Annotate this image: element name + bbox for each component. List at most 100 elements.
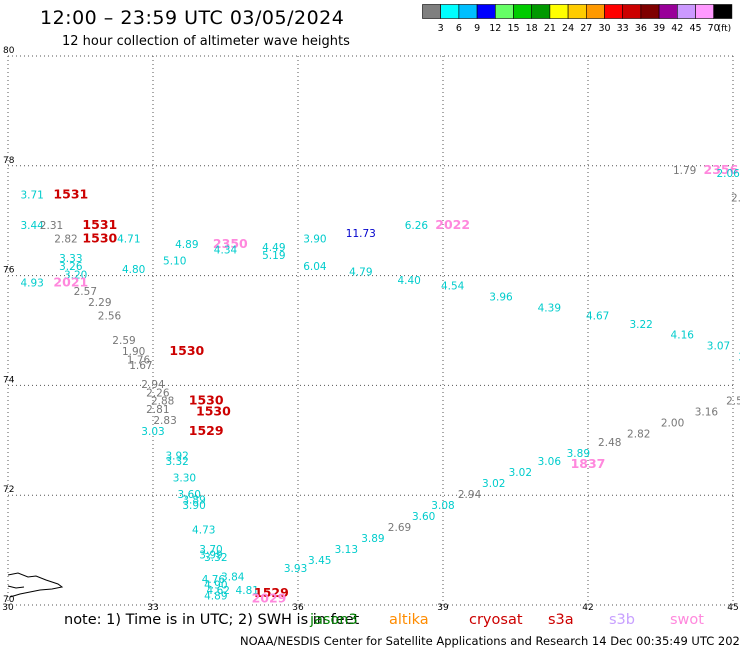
wave-height-label: 3.32 — [165, 456, 188, 468]
wave-height-label: 3.89 — [567, 448, 590, 460]
lat-tick-label: 78 — [3, 156, 15, 166]
note-text: note: 1) Time is in UTC; 2) SWH is in fe… — [64, 612, 360, 628]
lon-tick-label: 39 — [437, 603, 449, 612]
wave-height-label: 3.90 — [182, 500, 205, 512]
lat-tick-label: 76 — [3, 266, 15, 276]
wave-height-label: 4.49 — [262, 242, 285, 254]
wave-height-label: 2.26 — [146, 387, 170, 399]
wave-height-label: 2.82 — [627, 429, 650, 441]
wave-height-label: 3.45 — [308, 555, 331, 567]
wave-height-label: 1531 — [82, 217, 117, 232]
wave-height-label: 2.56 — [98, 311, 122, 323]
wave-height-label: 3.71 — [20, 190, 43, 202]
legend-altika: altika — [389, 612, 429, 628]
lon-tick-label: 30 — [2, 603, 14, 612]
wave-height-label: 3.84 — [221, 571, 245, 583]
colorbar-label: 36 — [635, 23, 647, 34]
colorbar-label: 15 — [507, 23, 519, 34]
wave-height-label: 4.89 — [204, 591, 227, 603]
wave-height-label: 4.67 — [586, 311, 609, 323]
wave-height-label: 5.10 — [163, 256, 186, 268]
wave-height-label: 4.81 — [236, 585, 259, 597]
legend-jason3: jason3 — [310, 612, 358, 628]
wave-height-label: 6.04 — [303, 261, 327, 273]
wave-height-label: 4.62 — [207, 585, 230, 597]
wave-height-label: 2.06 — [716, 168, 740, 180]
wave-height-label: 1.67 — [129, 360, 152, 372]
wave-height-label: 3.89 — [182, 494, 205, 506]
colorbar-label: 18 — [526, 23, 538, 34]
wave-height-label: 2.82 — [54, 234, 77, 246]
note-line: note: 1) Time is in UTC; 2) SWH is in fe… — [64, 612, 740, 632]
wave-height-label: 11.73 — [346, 228, 376, 240]
lon-tick-label: 36 — [292, 603, 304, 612]
wave-height-label: 1530 — [196, 404, 231, 419]
wave-height-label: 4.34 — [214, 245, 238, 257]
wave-height-label: 3.26 — [59, 261, 83, 273]
colorbar-swatch — [713, 4, 733, 19]
wave-height-label: 4.79 — [349, 267, 372, 279]
wave-height-label: 3.32 — [204, 552, 227, 564]
wave-height-label: 3.93 — [284, 563, 307, 575]
wave-height-label: 3.60 — [412, 511, 435, 523]
wave-height-label: 3.22 — [629, 319, 652, 331]
wave-height-label: 2.48 — [598, 437, 621, 449]
wave-height-label: 2356 — [704, 162, 739, 177]
wave-height-label: 4.39 — [538, 302, 561, 314]
wave-height-label: 3.99 — [199, 549, 222, 561]
colorbar-label: 42 — [671, 23, 683, 34]
wave-height-label: 2.69 — [388, 522, 411, 534]
colorbar-label: 21 — [544, 23, 556, 34]
colorbar-label: 6 — [456, 23, 462, 34]
wave-height-label: 3.89 — [361, 533, 384, 545]
coastline-shape — [7, 572, 64, 598]
wave-height-label: 4.93 — [20, 278, 43, 290]
colorbar-label: 9 — [474, 23, 480, 34]
wave-height-label: 3.90 — [303, 234, 326, 246]
wave-height-label: 3.03 — [141, 426, 164, 438]
wave-height-label: 4.16 — [671, 330, 695, 342]
colorbar-label: 45 — [689, 23, 701, 34]
wave-height-label: 2350 — [213, 236, 248, 251]
wave-height-label: 1837 — [571, 456, 606, 471]
wave-height-map: 30 33 36 39 42 45 70 72 74 76 78 80 3.71 1531 3.442.31… — [2, 46, 740, 612]
page-title: 12:00 – 23:59 UTC 03/05/2024 — [40, 7, 345, 29]
wave-height-label: 3.16 — [695, 407, 719, 419]
colorbar-unit: (ft) — [718, 24, 732, 34]
lat-tick-label: 72 — [3, 485, 14, 495]
wave-height-label: 4.89 — [175, 239, 198, 251]
colorbar-label: 24 — [562, 23, 574, 34]
legend-s3b: s3b — [609, 612, 635, 628]
wave-height-label: 2022 — [435, 217, 470, 232]
colorbar-label: 39 — [653, 23, 665, 34]
lon-tick-label: 45 — [727, 603, 738, 612]
wave-height-label: 3.08 — [431, 500, 454, 512]
wave-height-label: 4.40 — [397, 275, 420, 287]
wave-height-label: 3.60 — [178, 489, 201, 501]
wave-height-label: 3.06 — [538, 456, 562, 468]
wave-height-label: 3.44 — [20, 220, 44, 232]
colorbar-label: 27 — [580, 23, 592, 34]
wave-height-label: 3.07 — [707, 341, 730, 353]
credit-line: NOAA/NESDIS Center for Satellite Applica… — [240, 634, 740, 648]
colorbar-label: 3 — [438, 23, 444, 34]
wave-height-label: 4.76 — [202, 574, 226, 586]
colorbar-label: 33 — [617, 23, 629, 34]
wave-height-label: 1529 — [254, 585, 289, 600]
legend-swot: swot — [670, 612, 704, 628]
wave-height-label: 3.30 — [173, 472, 196, 484]
page-subtitle: 12 hour collection of altimeter wave hei… — [62, 34, 350, 49]
wave-height-label: 2.29 — [88, 297, 111, 309]
wave-height-label: 1.90 — [122, 346, 145, 358]
wave-height-label: 3.96 — [489, 291, 513, 303]
lat-tick-label: 80 — [3, 46, 15, 56]
wave-height-label: 3.33 — [59, 253, 82, 265]
wave-height-label: 1530 — [82, 231, 117, 246]
wave-height-label: 2.00 — [661, 418, 684, 430]
wave-height-colorbar: 3 6 9 12 15 18 21 24 27 30 33 36 39 42 45 70(ft) — [422, 4, 733, 34]
lon-tick-label: 42 — [582, 603, 593, 612]
wave-height-label: 4.54 — [441, 280, 465, 292]
legend-cryosat: cryosat — [469, 612, 523, 628]
wave-height-label: 1531 — [53, 187, 88, 202]
colorbar-label: 30 — [598, 23, 610, 34]
